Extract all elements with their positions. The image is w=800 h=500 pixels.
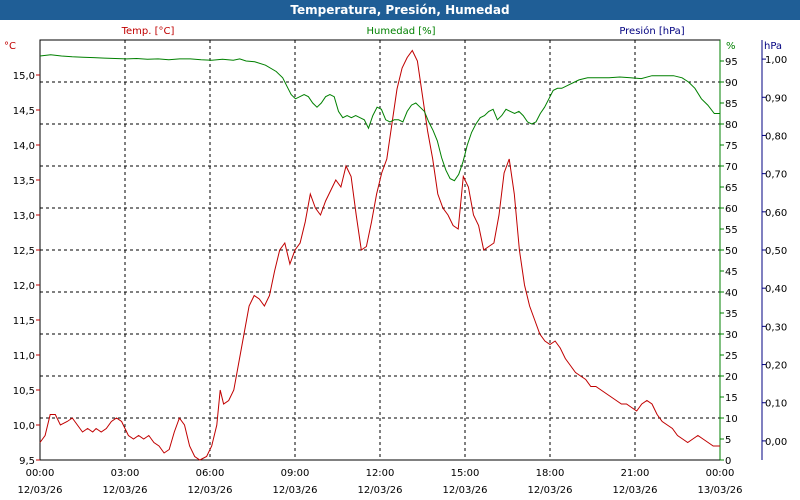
chart-canvas: 9,5 10,0 10,5 11,0 11,5 12,0 12,5 13,0 13,5 14,0 1…: [4, 25, 787, 496]
temp-axis-tick-label: 11,0: [13, 351, 35, 362]
temp-series-line: [39, 49, 720, 461]
pressure-axis-tick-label: 0,90: [765, 93, 787, 104]
x-axis-tick-time: 12:00: [366, 468, 395, 479]
humidity-axis-tick-label: 90: [725, 78, 738, 89]
pressure-axis-tick-label: 0,20: [765, 361, 787, 372]
humidity-axis-tick-label: 95: [725, 57, 738, 68]
x-axis-tick-date: 12/03/26: [18, 485, 63, 496]
temp-axis-label: Temp. [°C]: [121, 26, 175, 37]
humidity-axis-tick-label: 80: [725, 120, 738, 131]
temp-axis-unit: °C: [4, 41, 16, 52]
x-axis-tick-date: 12/03/26: [358, 485, 403, 496]
humidity-axis-tick-label: 70: [725, 162, 738, 173]
pressure-axis-tick-label: 0,30: [765, 322, 787, 333]
x-axis-tick-date: 12/03/26: [188, 485, 233, 496]
x-axis-tick-date: 12/03/26: [273, 485, 318, 496]
x-axis-tick-date: 12/03/26: [613, 485, 658, 496]
x-axis-tick-date: 12/03/26: [528, 485, 573, 496]
x-axis-tick-time: 00:00: [706, 468, 735, 479]
temp-axis-tick-label: 15,0: [13, 71, 35, 82]
humidity-axis-tick-label: 25: [725, 351, 738, 362]
x-axis-tick-time: 00:00: [26, 468, 55, 479]
temp-axis-tick-label: 13,5: [13, 176, 35, 187]
humidity-axis-tick-label: 55: [725, 225, 738, 236]
pressure-axis-tick-label: 0,50: [765, 246, 787, 257]
humidity-axis-tick-label: 60: [725, 204, 738, 215]
humidity-axis-tick-label: 50: [725, 246, 738, 257]
humidity-axis-tick-label: 10: [725, 414, 738, 425]
pressure-axis-tick-label: 0,00: [765, 437, 787, 448]
humidity-axis-tick-label: 0: [725, 456, 731, 467]
humidity-axis-tick-label: 5: [725, 435, 731, 446]
x-axis-tick-time: 18:00: [536, 468, 565, 479]
x-axis-tick-date: 13/03/26: [698, 485, 743, 496]
pressure-axis-tick-label: 0,60: [765, 208, 787, 219]
humidity-axis-tick-label: 85: [725, 99, 738, 110]
humidity-axis-tick-label: 45: [725, 267, 738, 278]
humidity-axis-tick-label: 65: [725, 183, 738, 194]
pressure-axis-tick-label: 1,00: [765, 55, 787, 66]
x-axis-tick-time: 06:00: [196, 468, 225, 479]
x-axis-tick-time: 15:00: [451, 468, 480, 479]
pressure-axis-unit: hPa: [764, 41, 782, 52]
pressure-axis-tick-label: 0,70: [765, 170, 787, 181]
humidity-axis-tick-label: 30: [725, 330, 738, 341]
humidity-axis-tick-label: 35: [725, 309, 738, 320]
x-axis-tick-time: 21:00: [621, 468, 650, 479]
humidity-series-line: [39, 54, 720, 182]
temp-axis-tick-label: 12,5: [13, 246, 35, 257]
humidity-axis-label: Humedad [%]: [366, 26, 435, 37]
temp-axis-tick-label: 11,5: [13, 316, 35, 327]
temp-axis-tick-label: 10,0: [13, 421, 35, 432]
chart-title: Temperatura, Presión, Humedad: [0, 0, 800, 20]
pressure-axis-tick-label: 0,10: [765, 399, 787, 410]
temp-axis-tick-label: 12,0: [13, 281, 35, 292]
humidity-axis-tick-label: 75: [725, 141, 738, 152]
x-axis-tick-date: 12/03/26: [103, 485, 148, 496]
temp-axis-tick-label: 14,5: [13, 106, 35, 117]
temp-axis-tick-label: 10,5: [13, 386, 35, 397]
x-axis-tick-time: 09:00: [281, 468, 310, 479]
temp-axis-tick-label: 14,0: [13, 141, 35, 152]
pressure-axis-tick-label: 0,80: [765, 131, 787, 142]
pressure-axis-label: Presión [hPa]: [619, 25, 684, 37]
humidity-axis-tick-label: 20: [725, 372, 738, 383]
humidity-axis-unit: %: [726, 41, 736, 52]
x-axis-tick-time: 03:00: [111, 468, 140, 479]
pressure-axis-tick-label: 0,40: [765, 284, 787, 295]
humidity-axis-tick-label: 40: [725, 288, 738, 299]
temp-axis-tick-label: 13,0: [13, 211, 35, 222]
temp-axis-tick-label: 9,5: [19, 456, 35, 467]
x-axis-tick-date: 12/03/26: [443, 485, 488, 496]
humidity-axis-tick-label: 15: [725, 393, 738, 404]
